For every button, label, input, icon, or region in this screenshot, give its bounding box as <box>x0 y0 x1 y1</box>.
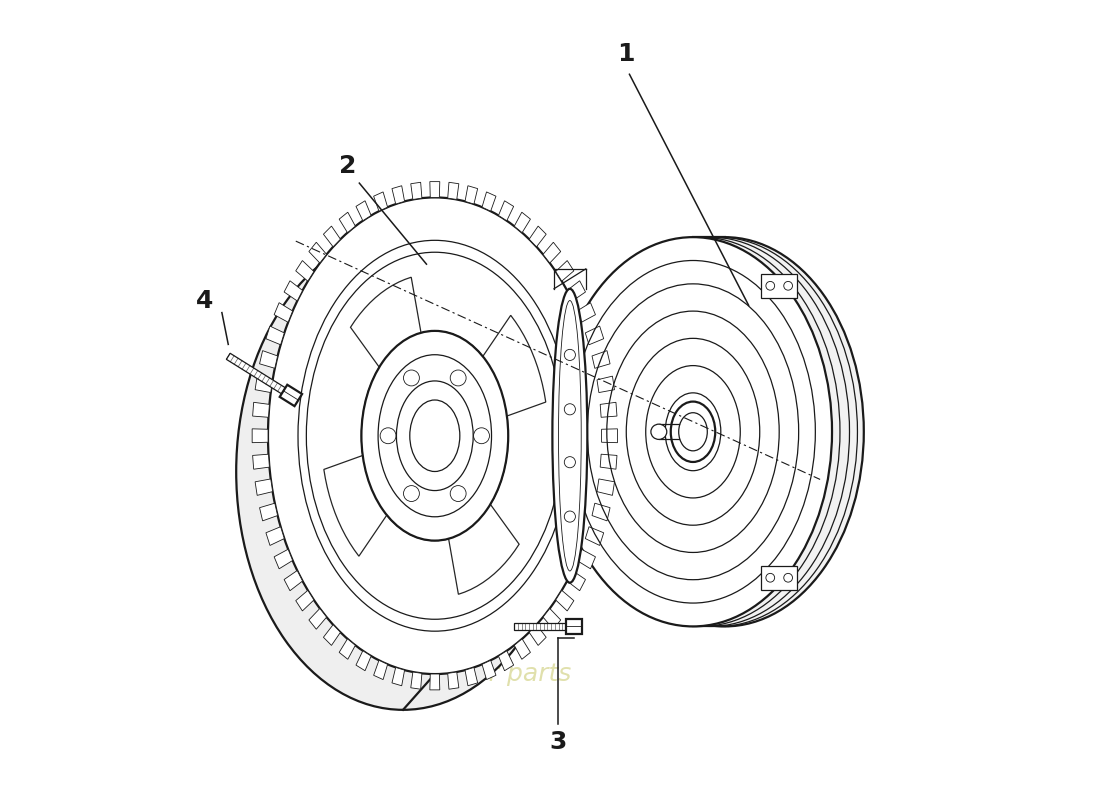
Polygon shape <box>339 639 355 659</box>
Polygon shape <box>543 242 561 263</box>
Polygon shape <box>585 526 604 546</box>
Polygon shape <box>323 625 341 646</box>
Text: 3: 3 <box>549 730 566 754</box>
Polygon shape <box>448 672 459 690</box>
Text: 2: 2 <box>339 154 356 178</box>
Polygon shape <box>309 242 327 263</box>
Polygon shape <box>255 479 273 495</box>
Polygon shape <box>515 212 530 233</box>
Polygon shape <box>296 261 314 281</box>
Polygon shape <box>339 212 355 233</box>
Polygon shape <box>323 226 341 247</box>
Text: a passion for parts: a passion for parts <box>338 662 571 686</box>
Polygon shape <box>274 302 293 322</box>
Polygon shape <box>498 650 514 670</box>
Polygon shape <box>498 201 514 221</box>
Polygon shape <box>266 526 284 546</box>
Polygon shape <box>410 182 422 199</box>
Ellipse shape <box>671 402 715 462</box>
Polygon shape <box>585 326 604 345</box>
Polygon shape <box>266 326 284 345</box>
Polygon shape <box>309 609 327 630</box>
Polygon shape <box>260 503 277 521</box>
Polygon shape <box>578 302 595 322</box>
Ellipse shape <box>586 237 864 626</box>
Polygon shape <box>323 439 419 556</box>
Polygon shape <box>430 674 440 690</box>
Polygon shape <box>274 550 293 569</box>
Polygon shape <box>284 570 302 590</box>
Polygon shape <box>529 226 547 247</box>
Text: 1: 1 <box>617 42 635 66</box>
Polygon shape <box>568 570 585 590</box>
Text: 4: 4 <box>196 289 213 313</box>
Polygon shape <box>602 429 617 442</box>
Polygon shape <box>374 660 387 679</box>
Polygon shape <box>448 182 459 199</box>
Polygon shape <box>253 454 270 469</box>
Ellipse shape <box>651 424 667 439</box>
Polygon shape <box>465 667 477 686</box>
Polygon shape <box>253 402 270 418</box>
Polygon shape <box>356 650 371 670</box>
Polygon shape <box>556 590 574 611</box>
Polygon shape <box>227 354 285 394</box>
Text: r: r <box>403 393 475 534</box>
Polygon shape <box>515 623 565 630</box>
Polygon shape <box>529 625 547 646</box>
Polygon shape <box>556 261 574 281</box>
Polygon shape <box>356 201 371 221</box>
Polygon shape <box>568 281 585 301</box>
Polygon shape <box>578 550 595 569</box>
Polygon shape <box>465 186 477 204</box>
Polygon shape <box>592 350 611 368</box>
Polygon shape <box>437 458 519 594</box>
Polygon shape <box>601 402 617 418</box>
Polygon shape <box>260 350 277 368</box>
Polygon shape <box>351 278 432 414</box>
Text: s: s <box>713 370 800 510</box>
Polygon shape <box>374 192 387 211</box>
Text: el: el <box>229 393 378 534</box>
Ellipse shape <box>362 331 508 541</box>
Ellipse shape <box>236 233 570 710</box>
Polygon shape <box>601 454 617 469</box>
Polygon shape <box>392 667 405 686</box>
Polygon shape <box>255 376 273 393</box>
Polygon shape <box>252 429 268 442</box>
Polygon shape <box>592 503 611 521</box>
Ellipse shape <box>268 198 602 674</box>
Polygon shape <box>410 672 422 690</box>
Polygon shape <box>565 619 582 634</box>
Text: g: g <box>585 370 690 510</box>
Polygon shape <box>430 182 440 198</box>
Polygon shape <box>597 479 615 495</box>
FancyBboxPatch shape <box>761 274 798 298</box>
Polygon shape <box>284 281 302 301</box>
Polygon shape <box>392 186 405 204</box>
Polygon shape <box>450 315 546 433</box>
Polygon shape <box>279 385 302 406</box>
Polygon shape <box>597 376 615 393</box>
FancyBboxPatch shape <box>761 566 798 590</box>
Polygon shape <box>515 639 530 659</box>
Polygon shape <box>296 590 314 611</box>
Ellipse shape <box>552 289 587 582</box>
Ellipse shape <box>554 237 832 626</box>
Polygon shape <box>482 660 496 679</box>
Polygon shape <box>482 192 496 211</box>
Ellipse shape <box>362 331 508 541</box>
Polygon shape <box>543 609 561 630</box>
